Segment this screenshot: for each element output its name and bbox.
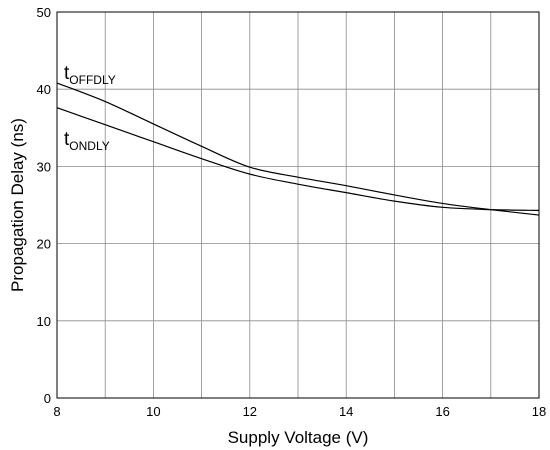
x-tick-label: 16	[435, 404, 449, 419]
series-label-offdly-main: t	[64, 63, 70, 84]
y-tick-label: 20	[37, 237, 51, 252]
y-tick-label: 10	[37, 314, 51, 329]
x-tick-label: 10	[146, 404, 160, 419]
series-label-ondly: tONDLY	[64, 129, 110, 153]
y-tick-label: 30	[37, 159, 51, 174]
grid-lines	[56, 11, 540, 399]
series-line-ondly	[56, 107, 540, 212]
y-axis-title: Propagation Delay (ns)	[8, 118, 27, 292]
series-line-offdly	[56, 82, 540, 216]
y-tick-label: 40	[37, 82, 51, 97]
y-tick-label: 50	[37, 5, 51, 20]
x-tick-label: 18	[532, 404, 546, 419]
x-axis-title: Supply Voltage (V)	[228, 428, 369, 447]
x-tick-label: 12	[243, 404, 257, 419]
plot-frame	[56, 11, 540, 399]
x-tick-label: 8	[53, 404, 60, 419]
series-curves	[56, 82, 540, 216]
series-label-ondly-main: t	[64, 129, 70, 150]
tick-labels: 8 10 12 14 16 18 0 10 20 30 40 50	[37, 5, 547, 419]
x-tick-label: 14	[339, 404, 353, 419]
series-label-ondly-sub: ONDLY	[69, 139, 109, 153]
y-tick-label: 0	[44, 391, 51, 406]
series-label-offdly: tOFFDLY	[64, 63, 116, 87]
series-label-offdly-sub: OFFDLY	[69, 73, 115, 87]
